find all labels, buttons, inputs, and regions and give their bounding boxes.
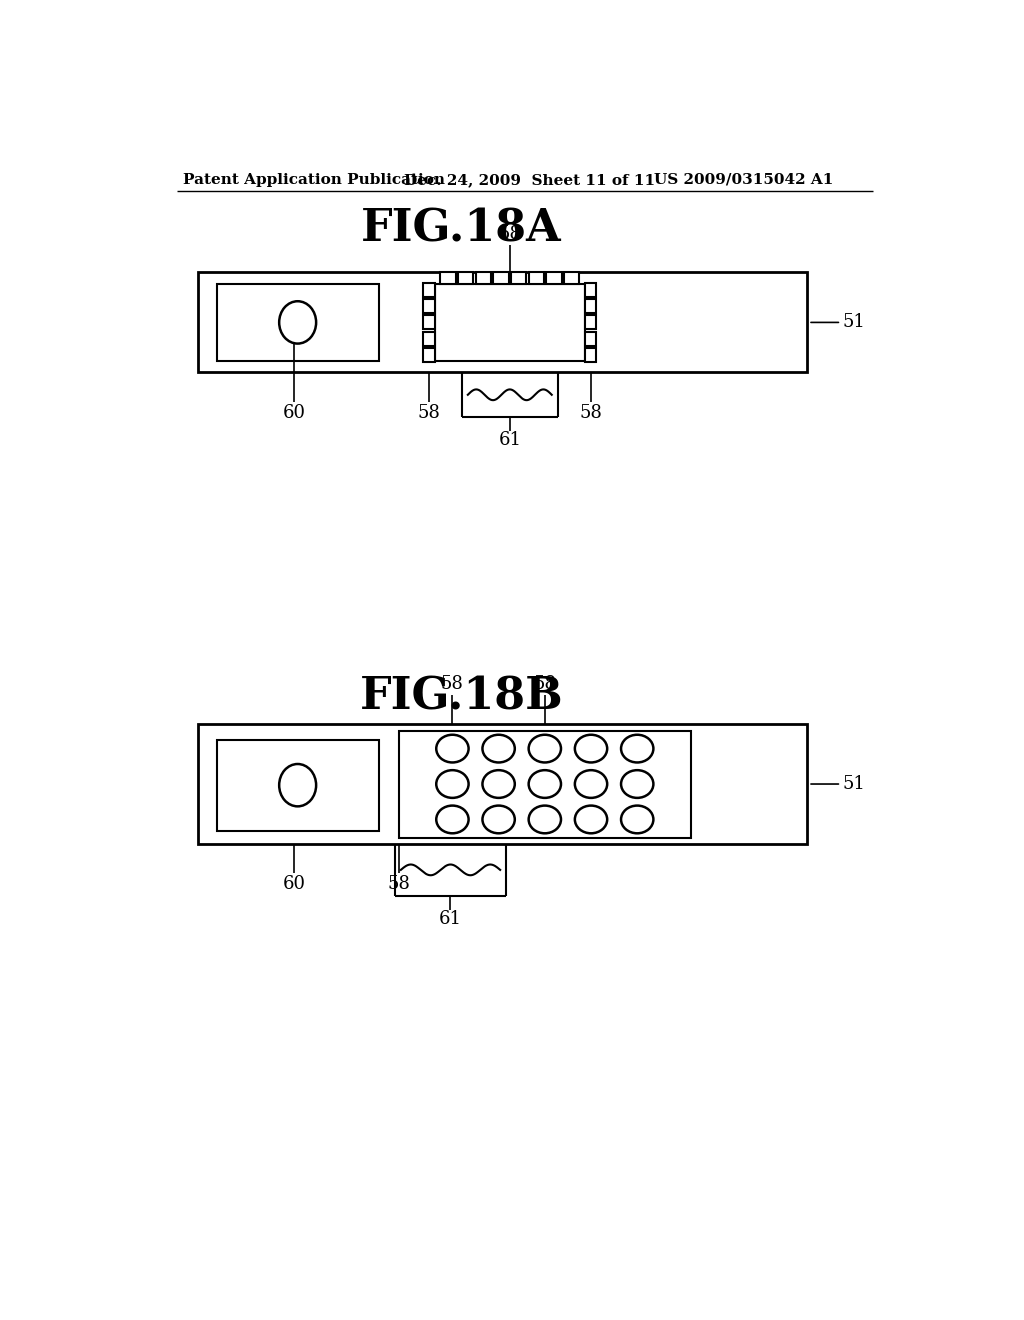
Text: 60: 60 xyxy=(283,404,305,421)
Text: 58: 58 xyxy=(580,404,602,421)
Text: 61: 61 xyxy=(439,911,462,928)
Bar xyxy=(585,315,596,330)
Bar xyxy=(585,348,596,362)
Bar xyxy=(440,272,456,284)
Bar xyxy=(423,315,435,330)
Bar xyxy=(564,272,580,284)
Text: 58: 58 xyxy=(387,875,410,892)
Bar xyxy=(217,284,379,360)
Text: US 2009/0315042 A1: US 2009/0315042 A1 xyxy=(654,173,834,187)
Text: FIG.18A: FIG.18A xyxy=(361,207,562,251)
Bar xyxy=(217,739,379,830)
Bar xyxy=(435,284,585,360)
Bar xyxy=(199,725,807,843)
Text: 58: 58 xyxy=(418,404,440,421)
Text: 58: 58 xyxy=(499,224,521,243)
Text: 58: 58 xyxy=(534,676,556,693)
Bar xyxy=(585,331,596,346)
Bar xyxy=(547,272,562,284)
Bar xyxy=(585,284,596,297)
Bar xyxy=(398,730,691,838)
Text: Dec. 24, 2009  Sheet 11 of 11: Dec. 24, 2009 Sheet 11 of 11 xyxy=(403,173,655,187)
Bar xyxy=(458,272,473,284)
Text: FIG.18B: FIG.18B xyxy=(359,676,563,719)
Text: 58: 58 xyxy=(441,676,464,693)
Text: 60: 60 xyxy=(283,875,305,892)
Bar xyxy=(528,272,544,284)
Bar xyxy=(199,272,807,372)
Text: 51: 51 xyxy=(843,313,866,331)
Text: 61: 61 xyxy=(499,432,521,449)
Bar xyxy=(511,272,526,284)
Bar xyxy=(475,272,490,284)
Bar xyxy=(423,284,435,297)
Text: Patent Application Publication: Patent Application Publication xyxy=(183,173,444,187)
Text: 51: 51 xyxy=(843,775,866,793)
Bar xyxy=(423,300,435,313)
Bar xyxy=(585,300,596,313)
Bar xyxy=(494,272,509,284)
Bar xyxy=(423,331,435,346)
Bar xyxy=(423,348,435,362)
